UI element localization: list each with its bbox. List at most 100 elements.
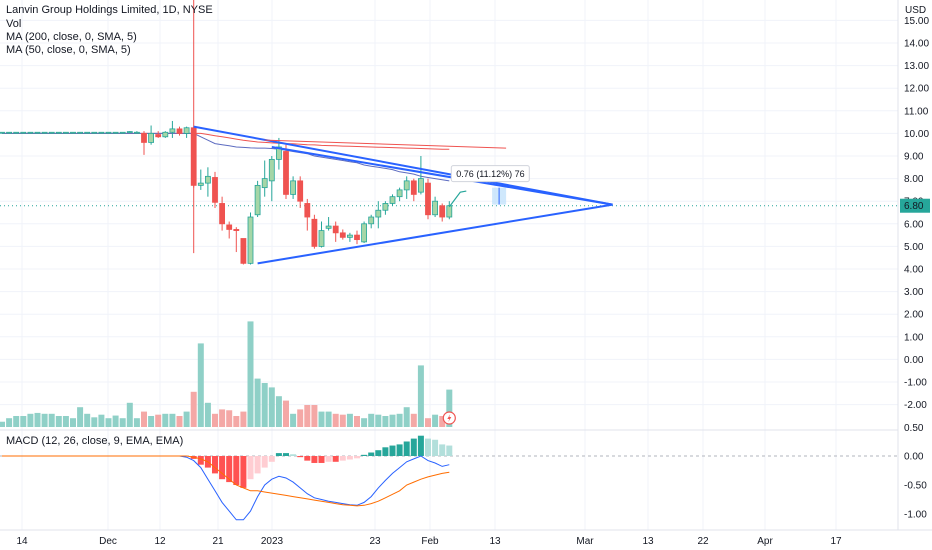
candle-body: [126, 131, 133, 133]
macd-legend[interactable]: MACD (12, 26, close, 9, EMA, EMA): [6, 435, 184, 447]
candle-body: [70, 131, 76, 134]
time-tick: 23: [369, 536, 381, 547]
candle-body: [226, 224, 233, 230]
macd-histogram-bar: [375, 450, 382, 456]
candle-body: [133, 131, 140, 134]
macd-histogram-bar: [240, 456, 247, 488]
macd-histogram-bar: [425, 438, 431, 456]
macd-histogram-bar: [212, 456, 218, 474]
candle-body: [34, 131, 41, 134]
macd-histogram-bar: [311, 456, 318, 463]
candle-body: [169, 128, 176, 133]
volume-bar: [48, 413, 55, 427]
volume-bar: [368, 413, 375, 427]
ma200-legend[interactable]: MA (200, close, 0, SMA, 5): [6, 31, 137, 43]
price-tick: 2.00: [904, 310, 924, 321]
volume-bar: [226, 410, 233, 427]
macd-histogram-bar: [233, 456, 240, 485]
candle-body: [417, 178, 424, 193]
macd-histogram-bar: [247, 456, 254, 480]
volume-bar: [240, 411, 247, 427]
candle-body: [382, 203, 389, 211]
volume-bar: [0, 421, 5, 427]
macd-pane: [2, 435, 453, 521]
time-tick: 13: [642, 536, 654, 547]
macd-histogram-bar: [410, 438, 417, 456]
candle-body: [425, 182, 431, 216]
candle-body: [247, 216, 254, 264]
candle-body: [268, 158, 275, 182]
macd-tick: -1.00: [904, 510, 927, 521]
macd-histogram-bar: [268, 456, 275, 462]
volume-bar: [84, 413, 91, 427]
volume-bar: [311, 405, 318, 427]
candle-body: [446, 205, 453, 218]
macd-histogram-bar: [368, 452, 375, 456]
candle-body: [219, 203, 226, 225]
price-tick: 8.00: [904, 174, 924, 185]
volume-bar: [55, 416, 62, 427]
price-tick: -2.00: [904, 400, 927, 411]
volume-bar: [176, 416, 183, 427]
candle-body: [176, 128, 183, 134]
volume-bar: [403, 407, 410, 427]
candle-body: [13, 131, 20, 134]
macd-histogram-bar: [396, 444, 403, 456]
volume-bar: [148, 416, 155, 427]
candle-body: [354, 234, 360, 241]
candle-body: [84, 131, 91, 134]
candle-body: [0, 131, 5, 134]
measure-arrow: [448, 190, 467, 208]
volume-bar: [382, 416, 389, 427]
candle-body: [197, 182, 204, 186]
candle-body: [283, 151, 289, 195]
chart-grid: [0, 0, 898, 530]
volume-bar: [126, 402, 133, 427]
volume-bar: [247, 321, 254, 427]
volume-bar: [290, 413, 297, 427]
macd-histogram-bar: [275, 453, 282, 456]
volume-bar: [98, 414, 105, 427]
price-tick: 13.00: [904, 61, 929, 72]
macd-histogram-bar: [354, 456, 360, 459]
volume-bar: [432, 414, 439, 427]
price-tick: 10.00: [904, 129, 929, 140]
volume-bar: [325, 411, 332, 427]
volume-bar: [20, 416, 27, 427]
price-tick: 15.00: [904, 16, 929, 27]
macd-histogram-bar: [325, 456, 332, 462]
candle-body: [91, 131, 98, 134]
volume-legend[interactable]: Vol: [6, 18, 22, 30]
price-tick: 11.00: [904, 106, 929, 117]
time-tick: Feb: [421, 536, 439, 547]
volume-bar: [119, 418, 126, 427]
time-tick: 22: [697, 536, 709, 547]
volume-bar: [155, 414, 162, 427]
volume-bar: [13, 416, 20, 427]
candle-body: [254, 184, 261, 216]
price-tick: 4.00: [904, 265, 924, 276]
lower-trendline: [257, 203, 613, 265]
macd-histogram-bar: [417, 435, 424, 456]
symbol-title[interactable]: Lanvin Group Holdings Limited, 1D, NYSE: [6, 4, 213, 16]
signal-line: [2, 455, 450, 507]
candle-body: [119, 131, 126, 134]
candle-body: [6, 131, 12, 134]
currency-label: USD: [905, 5, 926, 16]
candle-body: [183, 127, 190, 134]
macd-histogram-bar: [254, 456, 261, 474]
macd-histogram-bar: [446, 445, 453, 456]
time-tick: 17: [830, 536, 842, 547]
volume-bar: [112, 415, 119, 427]
macd-histogram-bar: [283, 453, 289, 456]
ma50-legend[interactable]: MA (50, close, 0, SMA, 5): [6, 44, 131, 56]
volume-bar: [197, 343, 204, 427]
measure-label-box: [450, 165, 530, 183]
lightning-glyph: [447, 414, 452, 422]
candle-body: [432, 200, 439, 216]
volume-bar: [219, 409, 226, 427]
moving-averages: [2, 132, 450, 182]
macd-histogram-bar: [197, 456, 204, 465]
